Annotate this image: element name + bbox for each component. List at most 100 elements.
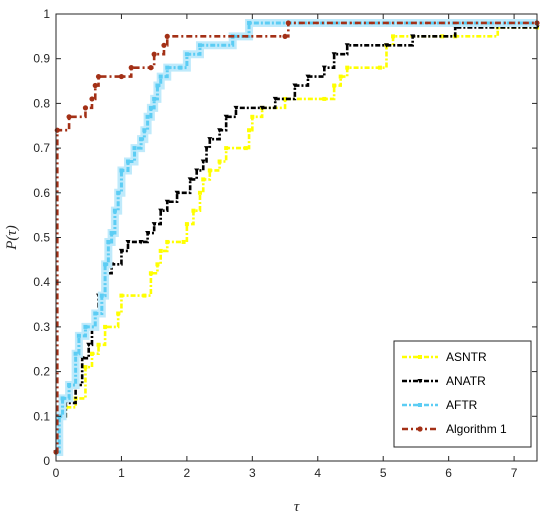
data-point — [67, 383, 72, 388]
data-point — [128, 65, 134, 71]
data-point — [118, 73, 125, 80]
x-tick-label: 2 — [184, 466, 191, 480]
data-point — [321, 65, 327, 71]
data-point — [93, 311, 98, 316]
series-layer — [53, 18, 540, 457]
data-point — [207, 168, 212, 173]
data-point — [142, 293, 147, 298]
data-point — [224, 146, 229, 151]
data-point — [285, 20, 291, 26]
data-point — [116, 311, 121, 316]
data-point — [233, 105, 239, 111]
x-tick-label: 7 — [511, 466, 518, 480]
y-tick-label: 1 — [43, 7, 50, 21]
data-point — [116, 190, 121, 195]
x-tick-label: 1 — [118, 466, 125, 480]
legend-label: ANATR — [446, 374, 486, 388]
data-point — [440, 34, 445, 39]
data-point — [204, 146, 210, 151]
legend-label: AFTR — [446, 398, 478, 412]
data-point — [155, 83, 160, 88]
data-point — [207, 137, 213, 142]
data-point — [99, 293, 104, 298]
legend-entry: Algorithm 1 — [402, 422, 507, 436]
data-point — [197, 190, 202, 195]
data-point — [250, 114, 255, 119]
data-point — [184, 52, 189, 57]
data-point — [410, 34, 416, 39]
data-point — [66, 114, 72, 120]
data-point — [377, 65, 382, 70]
data-point — [164, 33, 170, 39]
y-tick-label: 0.1 — [33, 409, 50, 423]
data-point — [272, 96, 278, 102]
data-point — [73, 351, 78, 356]
data-point — [54, 127, 60, 133]
y-axis-title: P(τ) — [4, 225, 20, 251]
data-point — [417, 426, 423, 432]
data-point — [145, 114, 150, 119]
data-point — [187, 177, 193, 182]
data-point — [165, 65, 170, 70]
data-point — [138, 239, 144, 245]
data-point — [152, 96, 157, 101]
series-line — [56, 21, 537, 454]
legend-entry: AFTR — [402, 398, 478, 412]
data-point — [184, 222, 189, 227]
data-point — [383, 43, 389, 48]
data-point — [103, 324, 108, 329]
legend-entry: ANATR — [402, 374, 486, 388]
data-point — [292, 83, 298, 89]
data-point — [125, 239, 131, 245]
data-point — [165, 239, 170, 244]
data-point — [109, 231, 114, 236]
data-point — [142, 128, 147, 133]
legend-label: Algorithm 1 — [446, 422, 507, 436]
data-point — [106, 239, 111, 244]
data-point — [305, 74, 311, 80]
data-point — [338, 74, 343, 79]
data-point — [194, 168, 200, 173]
series-line — [56, 21, 537, 454]
y-tick-label: 0.3 — [33, 320, 50, 334]
data-point — [119, 168, 124, 173]
data-point — [391, 34, 396, 39]
data-point — [83, 324, 88, 329]
legend-entry: ASNTR — [402, 350, 487, 364]
data-point — [191, 208, 196, 213]
data-point — [200, 159, 206, 165]
data-point — [112, 208, 117, 213]
data-point — [418, 403, 422, 407]
y-tick-label: 0.8 — [33, 96, 50, 110]
legend-label: ASNTR — [446, 350, 487, 364]
data-point — [181, 239, 186, 244]
data-point — [148, 271, 153, 276]
data-point — [283, 96, 288, 101]
data-point — [247, 20, 252, 25]
data-point — [164, 199, 170, 205]
data-point — [86, 342, 92, 348]
data-point — [345, 65, 350, 70]
data-point — [83, 365, 88, 370]
data-point — [158, 74, 163, 79]
data-point — [125, 159, 130, 164]
data-point — [82, 105, 89, 111]
data-point — [148, 65, 154, 71]
x-tick-label: 4 — [314, 466, 321, 480]
y-tick-label: 0 — [43, 454, 50, 468]
x-tick-label: 6 — [445, 466, 452, 480]
x-axis-title: τ — [294, 499, 300, 515]
data-point — [60, 396, 65, 401]
data-point — [217, 128, 223, 133]
data-point — [322, 96, 327, 101]
data-point — [118, 248, 124, 254]
data-point — [158, 208, 164, 214]
data-point — [96, 342, 101, 347]
y-tick-label: 0.7 — [33, 141, 50, 155]
x-tick-label: 5 — [380, 466, 387, 480]
data-point — [223, 114, 229, 120]
data-point — [151, 51, 157, 57]
tick-layer: 0 1 2 3 4 5 6 7 0 0.1 0.2 0.3 0.4 0.5 0.6 0.7 0.8 0.9 1 — [33, 7, 537, 480]
